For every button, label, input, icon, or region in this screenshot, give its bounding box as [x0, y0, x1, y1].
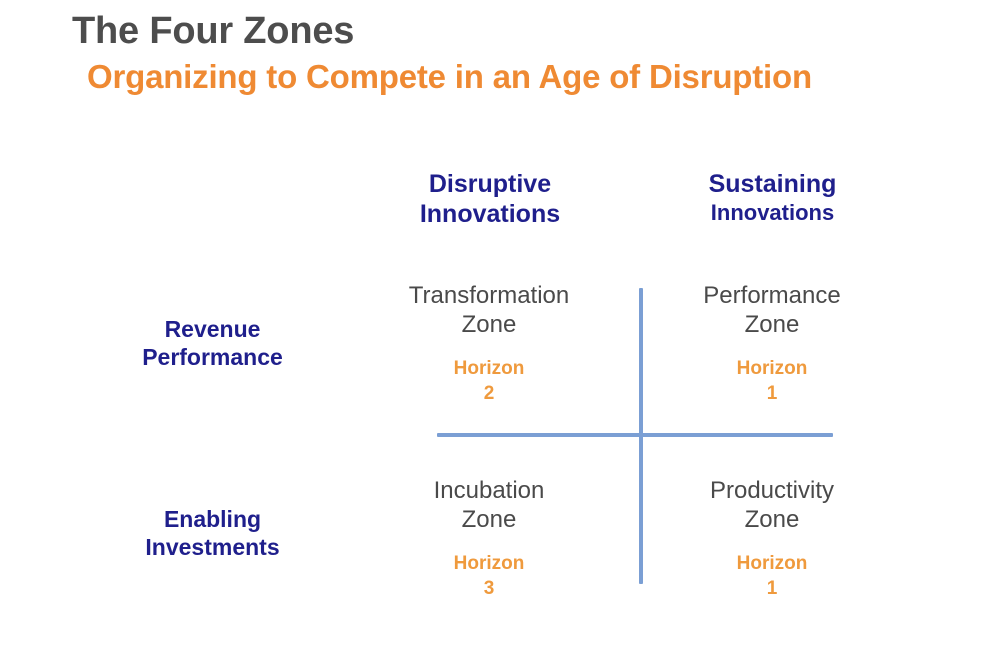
- quadrant-transformation-zone: Transformation Zone Horizon 2: [374, 282, 604, 407]
- row-header-line1: Revenue: [164, 316, 261, 342]
- horizon-number: 3: [483, 578, 495, 600]
- column-header-line2: Innovations: [710, 199, 835, 225]
- horizon-badge: Horizon 3: [374, 551, 604, 602]
- column-header-disruptive-innovations: Disruptive Innovations: [370, 170, 610, 229]
- column-header-sustaining-innovations: Sustaining Innovations: [665, 170, 880, 225]
- column-header-line1: Sustaining: [708, 170, 837, 198]
- zone-name-line2: Zone: [461, 505, 517, 533]
- horizon-label: Horizon: [736, 552, 808, 574]
- horizontal-axis-divider: [437, 433, 833, 437]
- horizon-label: Horizon: [453, 357, 525, 379]
- horizon-number: 2: [483, 383, 495, 405]
- zone-name-line1: Performance: [703, 282, 841, 309]
- horizon-badge: Horizon 2: [374, 356, 604, 407]
- zone-name: Performance Zone: [657, 282, 887, 340]
- horizon-number: 1: [766, 383, 778, 405]
- zone-name: Productivity Zone: [657, 477, 887, 535]
- page-title: The Four Zones: [72, 10, 355, 52]
- zone-name-line1: Transformation: [408, 282, 570, 309]
- row-header-revenue-performance: Revenue Performance: [90, 315, 335, 371]
- zone-name-line2: Zone: [461, 310, 517, 338]
- horizon-number: 1: [766, 578, 778, 600]
- quadrant-productivity-zone: Productivity Zone Horizon 1: [657, 477, 887, 602]
- row-header-enabling-investments: Enabling Investments: [90, 505, 335, 561]
- row-header-line1: Enabling: [163, 506, 262, 532]
- horizon-badge: Horizon 1: [657, 551, 887, 602]
- four-zones-matrix: Disruptive Innovations Sustaining Innova…: [0, 150, 1000, 650]
- zone-name-line1: Productivity: [709, 477, 835, 504]
- column-header-line1: Disruptive: [428, 170, 552, 198]
- row-header-line2: Investments: [145, 534, 280, 561]
- horizon-label: Horizon: [453, 552, 525, 574]
- zone-name-line2: Zone: [744, 505, 800, 533]
- horizon-label: Horizon: [736, 357, 808, 379]
- column-header-line2: Innovations: [419, 199, 561, 228]
- quadrant-performance-zone: Performance Zone Horizon 1: [657, 282, 887, 407]
- zone-name: Incubation Zone: [374, 477, 604, 535]
- zone-name-line2: Zone: [744, 310, 800, 338]
- zone-name: Transformation Zone: [374, 282, 604, 340]
- page-subtitle: Organizing to Compete in an Age of Disru…: [87, 57, 812, 95]
- title-block: The Four Zones Organizing to Compete in …: [72, 10, 972, 95]
- row-header-line2: Performance: [142, 344, 283, 371]
- horizon-badge: Horizon 1: [657, 356, 887, 407]
- quadrant-incubation-zone: Incubation Zone Horizon 3: [374, 477, 604, 602]
- zone-name-line1: Incubation: [433, 477, 545, 504]
